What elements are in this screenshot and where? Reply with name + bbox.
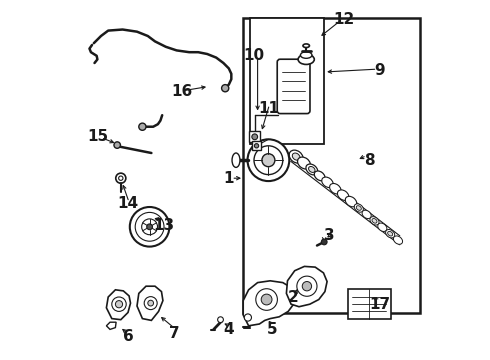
Circle shape — [130, 207, 170, 247]
Ellipse shape — [300, 52, 312, 58]
Circle shape — [147, 224, 152, 230]
Ellipse shape — [386, 230, 395, 238]
Text: 16: 16 — [172, 84, 193, 99]
Ellipse shape — [289, 150, 303, 163]
Ellipse shape — [232, 153, 240, 167]
Circle shape — [116, 173, 126, 183]
Ellipse shape — [330, 184, 341, 194]
Text: 14: 14 — [118, 196, 139, 211]
Ellipse shape — [293, 153, 300, 160]
Circle shape — [321, 239, 327, 245]
Text: 15: 15 — [87, 129, 108, 144]
Circle shape — [252, 134, 258, 140]
Circle shape — [114, 142, 121, 148]
Circle shape — [112, 297, 126, 311]
Circle shape — [221, 85, 229, 92]
Circle shape — [254, 144, 259, 148]
Ellipse shape — [370, 217, 379, 225]
Circle shape — [297, 276, 317, 296]
Bar — [252, 141, 261, 150]
Circle shape — [256, 289, 277, 310]
Polygon shape — [286, 266, 327, 307]
Ellipse shape — [354, 204, 364, 212]
Ellipse shape — [298, 54, 314, 64]
Circle shape — [302, 282, 312, 291]
Circle shape — [139, 123, 146, 130]
Polygon shape — [243, 281, 295, 326]
Circle shape — [135, 212, 164, 241]
Text: 5: 5 — [267, 322, 277, 337]
Text: 10: 10 — [244, 48, 265, 63]
Ellipse shape — [314, 171, 325, 181]
Circle shape — [119, 176, 123, 180]
Ellipse shape — [372, 219, 377, 223]
Text: 13: 13 — [153, 217, 174, 233]
Circle shape — [144, 297, 157, 310]
Ellipse shape — [393, 236, 403, 244]
Text: 4: 4 — [223, 322, 234, 337]
Circle shape — [261, 294, 272, 305]
Bar — [249, 131, 260, 142]
Text: 12: 12 — [333, 12, 355, 27]
Text: 9: 9 — [375, 63, 385, 78]
Circle shape — [116, 301, 122, 308]
Circle shape — [148, 300, 153, 306]
Ellipse shape — [297, 157, 310, 169]
Circle shape — [247, 139, 289, 181]
Ellipse shape — [303, 44, 310, 48]
Text: 6: 6 — [122, 329, 133, 344]
Ellipse shape — [388, 231, 392, 236]
Text: 7: 7 — [170, 325, 180, 341]
Text: 2: 2 — [288, 289, 299, 305]
Ellipse shape — [378, 223, 387, 231]
Ellipse shape — [322, 177, 333, 188]
Bar — [347, 289, 391, 319]
Ellipse shape — [356, 206, 361, 210]
Text: 1: 1 — [223, 171, 234, 186]
Circle shape — [254, 146, 283, 175]
Ellipse shape — [362, 210, 371, 219]
FancyBboxPatch shape — [277, 59, 310, 114]
Polygon shape — [106, 290, 130, 320]
Circle shape — [218, 317, 223, 323]
Bar — [250, 18, 324, 144]
Ellipse shape — [306, 164, 318, 175]
Circle shape — [142, 219, 157, 235]
Polygon shape — [137, 286, 163, 320]
Circle shape — [245, 314, 251, 321]
Ellipse shape — [309, 166, 315, 172]
Bar — [243, 18, 419, 313]
Text: 17: 17 — [369, 297, 391, 312]
Text: 11: 11 — [258, 100, 279, 116]
Circle shape — [262, 154, 275, 167]
Text: 3: 3 — [324, 228, 335, 243]
Ellipse shape — [338, 190, 349, 201]
Polygon shape — [106, 322, 116, 329]
Ellipse shape — [345, 196, 357, 207]
Text: 8: 8 — [364, 153, 374, 168]
